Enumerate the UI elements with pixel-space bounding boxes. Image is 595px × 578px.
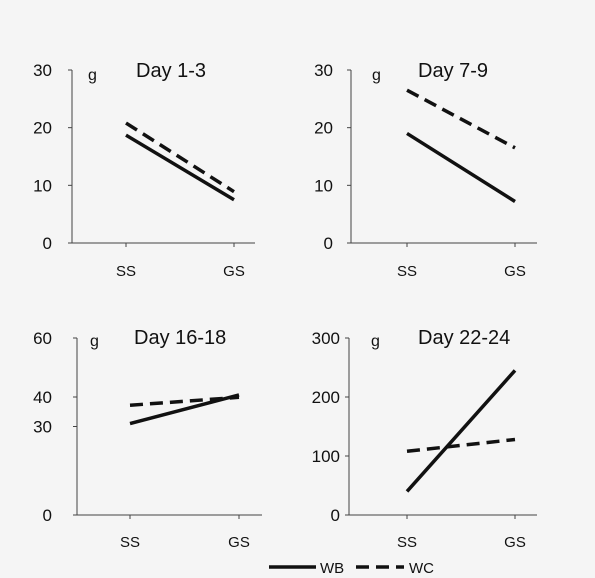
y-unit-label: g: [88, 67, 97, 84]
series-line-wb: [406, 131, 516, 203]
y-tick-label: 0: [324, 234, 333, 253]
y-tick-label: 10: [314, 176, 333, 195]
y-tick-label: 30: [33, 418, 52, 437]
y-tick-label: 100: [312, 447, 340, 466]
y-tick-label: 40: [33, 388, 52, 407]
x-tick-label: GS: [504, 534, 526, 551]
y-tick-label: 20: [314, 119, 333, 138]
x-tick-label: SS: [116, 263, 136, 280]
y-tick-label: 0: [43, 506, 52, 525]
y-tick-label: 30: [33, 61, 52, 80]
x-tick-label: GS: [223, 263, 245, 280]
y-tick-label: 10: [33, 176, 52, 195]
x-tick-label: GS: [504, 263, 526, 280]
x-tick-label: SS: [120, 534, 140, 551]
series-line-wb: [125, 133, 235, 202]
x-tick-label: SS: [397, 534, 417, 551]
series-line-wc: [406, 88, 516, 150]
series-line-wb: [405, 369, 517, 493]
legend-label-wb: WB: [320, 560, 344, 577]
y-tick-label: 0: [331, 506, 340, 525]
y-tick-label: 200: [312, 388, 340, 407]
y-tick-label: 300: [312, 329, 340, 348]
series-line-wc: [406, 437, 516, 454]
panel-title: Day 22-24: [418, 327, 510, 349]
panel-title: Day 7-9: [418, 60, 488, 82]
panel-title: Day 1-3: [136, 60, 206, 82]
y-unit-label: g: [371, 333, 380, 350]
series-line-wc: [125, 121, 235, 194]
y-tick-label: 20: [33, 119, 52, 138]
legend-label-wc: WC: [409, 560, 434, 577]
y-unit-label: g: [90, 333, 99, 350]
series-line-wc: [129, 395, 240, 408]
y-tick-label: 60: [33, 329, 52, 348]
y-tick-label: 30: [314, 61, 333, 80]
y-unit-label: g: [372, 67, 381, 84]
panel-title: Day 16-18: [134, 327, 226, 349]
y-tick-label: 0: [43, 234, 52, 253]
x-tick-label: SS: [397, 263, 417, 280]
x-tick-label: GS: [228, 534, 250, 551]
